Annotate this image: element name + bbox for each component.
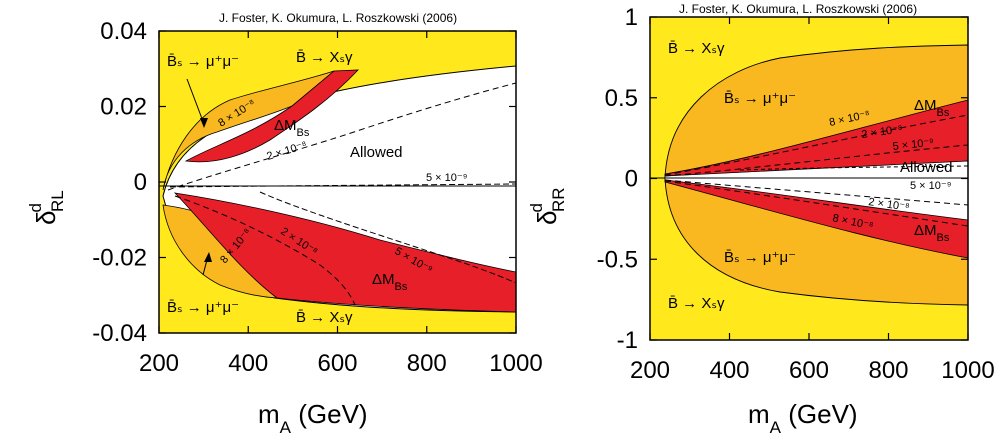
right-label-allowed: Allowed [900, 159, 953, 176]
right-label-bs-mumu-upper: B̄ₛ → μ⁺μ⁻ [724, 90, 796, 107]
right-label-xsgamma-lower: B̄ → Xₛγ [668, 295, 725, 312]
left-label-bs-mumu-lower: B̄ₛ → μ⁺μ⁻ [167, 299, 239, 316]
right-x-tick-label: 1000 [941, 357, 994, 384]
right-contour-5e-9-center [739, 165, 968, 171]
right-label-bs-mumu-lower: B̄ₛ → μ⁺μ⁻ [724, 249, 796, 266]
right-contour-2e-8-lower [664, 179, 968, 206]
left-y-axis-label: δd RL [26, 190, 67, 225]
left-label-allowed: Allowed [350, 144, 403, 161]
right-contour-label-2e-8-upper: 2 × 10⁻⁸ [861, 123, 904, 141]
right-y-axis-label: δd RR [527, 187, 568, 225]
left-label-bs-mumu-upper: B̄ₛ → μ⁺μ⁻ [167, 53, 239, 70]
right-y-tick-label: 1 [625, 4, 638, 31]
left-credit: J. Foster, K. Okumura, L. Roszkowski (20… [219, 11, 457, 25]
left-contour-label-5e-9-upper: 5 × 10⁻⁹ [426, 172, 467, 184]
left-x-tick-label: 800 [407, 350, 447, 377]
right-x-tick-label: 200 [630, 357, 670, 384]
left-ticks: 200 400 600 800 1000 0.04 0.02 0 -0.02 -0.04 [92, 18, 542, 377]
left-label-xsgamma-lower: B̄ → Xₛγ [296, 309, 353, 326]
left-x-axis-label: mA (GeV) [258, 399, 368, 433]
left-arrow-lower [202, 252, 212, 276]
right-contour-8e-8-lower [664, 180, 968, 227]
left-contour-2e-8-lower [174, 195, 356, 306]
left-dmbs-upper [184, 69, 359, 163]
left-panel: B̄ₛ → μ⁺μ⁻ B̄ → Xₛγ ΔMBs Allowed B̄ₛ → μ… [26, 11, 543, 433]
left-contour-2e-8-upper [167, 82, 516, 191]
right-contour-label-2e-8-lower: 2 × 10⁻⁸ [868, 196, 911, 214]
right-y-tick-label: 0.5 [605, 85, 638, 112]
left-y-tick-label: 0.02 [100, 94, 147, 121]
right-contour-8e-8-upper [664, 114, 968, 176]
left-y-tick-label: -0.04 [92, 320, 147, 347]
right-credit: J. Foster, K. Okumura, L. Roszkowski (20… [679, 2, 917, 16]
left-y-tick-label: -0.02 [92, 245, 147, 272]
right-contour-label-5e-9-lower: 5 × 10⁻⁹ [910, 180, 951, 192]
left-x-tick-label: 1000 [489, 350, 542, 377]
right-y-tick-label: -1 [617, 327, 638, 354]
right-x-tick-label: 400 [709, 357, 749, 384]
right-label-xsgamma-upper: B̄ → Xₛγ [668, 40, 725, 57]
right-plot-area [650, 17, 968, 340]
right-y-tick-label: 0 [625, 166, 638, 193]
right-x-tick-label: 600 [789, 357, 829, 384]
left-x-tick-label: 600 [317, 350, 357, 377]
left-label-xsgamma-upper: B̄ → Xₛγ [296, 49, 353, 66]
right-contour-label-5e-9-upper: 5 × 10⁻⁹ [892, 137, 934, 153]
left-y-tick-label: 0.04 [100, 18, 147, 45]
right-ticks: 200 400 600 800 1000 1 0.5 0 -0.5 -1 [597, 4, 995, 384]
right-contour-2e-8-upper [664, 144, 968, 177]
left-plot-area [159, 31, 516, 333]
left-y-tick-label: 0 [134, 169, 147, 196]
left-arrow-upper [186, 78, 208, 128]
right-x-tick-label: 800 [868, 357, 908, 384]
left-x-tick-label: 400 [228, 350, 268, 377]
right-x-axis-label: mA (GeV) [748, 399, 858, 433]
right-panel: B̄ → Xₛγ B̄ₛ → μ⁺μ⁻ ΔMBs Allowed B̄ₛ → μ… [527, 2, 995, 433]
left-x-tick-label: 200 [139, 350, 179, 377]
right-allowed-region [664, 160, 968, 221]
right-y-tick-label: -0.5 [597, 246, 638, 273]
left-contour-5e-9-lower [259, 191, 516, 284]
